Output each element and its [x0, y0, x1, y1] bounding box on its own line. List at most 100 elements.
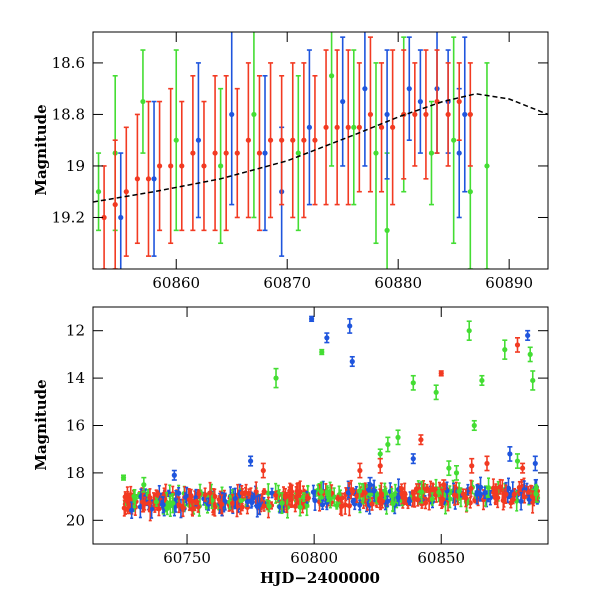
blue-baseline-point [482, 486, 488, 500]
red-point [445, 62, 451, 167]
red-baseline-point [261, 488, 267, 496]
red-point [345, 49, 351, 206]
red-baseline-point [261, 500, 267, 512]
blue-point [195, 62, 202, 219]
red-outlier-point [441, 479, 447, 491]
green-point [295, 74, 301, 232]
blue-outlier-point [349, 355, 355, 368]
blue-baseline-point [345, 487, 352, 499]
green-outlier-point [453, 464, 460, 481]
top-panel: 60860 60870 60880 60890 18.6 18.8 19 19.2 Magni… [32, 31, 549, 292]
green-point [351, 49, 357, 206]
blue-outlier-point [410, 453, 416, 465]
blue-outlier-point [347, 318, 353, 334]
red-point [412, 62, 418, 167]
red-point [356, 62, 362, 193]
blue-baseline-point [248, 491, 254, 509]
bottom-y-tick-label: 16 [66, 417, 85, 435]
red-baseline-point [349, 487, 356, 496]
green-point [484, 62, 490, 269]
green-outlier-point [433, 384, 439, 401]
red-baseline-point [293, 486, 299, 509]
red-baseline-point [193, 498, 200, 506]
blue-point [151, 100, 157, 257]
green-outlier-point [120, 474, 127, 481]
bottom-ticks: 60750 60800 60850 12 14 16 18 20 [66, 307, 548, 567]
blue-baseline-point [129, 501, 135, 520]
red-baseline-point [410, 489, 416, 497]
red-baseline-point [239, 488, 246, 499]
red-baseline-point [440, 490, 446, 508]
green-outlier-point [479, 374, 485, 387]
blue-point [417, 49, 423, 154]
red-point [168, 87, 174, 245]
green-outlier-point [527, 346, 533, 363]
red-baseline-point [460, 488, 466, 500]
green-baseline-point [436, 487, 442, 498]
green-outlier-point [530, 370, 536, 391]
blue-baseline-point [477, 476, 484, 498]
red-baseline-point [155, 490, 161, 498]
red-point [123, 126, 129, 257]
bottom-plot-area [120, 315, 541, 522]
bottom-y-tick-label: 14 [66, 369, 85, 387]
red-point [256, 74, 263, 232]
red-outlier-point [484, 455, 490, 472]
red-baseline-point [346, 495, 352, 517]
blue-outlier-point [324, 332, 330, 344]
green-baseline-point [325, 486, 331, 503]
green-outlier-point [141, 476, 147, 493]
red-baseline-point [196, 489, 202, 499]
red-point [301, 62, 307, 219]
red-point [245, 62, 251, 219]
green-outlier-point [273, 367, 279, 389]
green-point [95, 152, 102, 232]
red-baseline-point [415, 492, 421, 507]
bottom-x-tick-label: 60850 [417, 549, 465, 567]
green-baseline-point [533, 485, 539, 503]
green-point [173, 49, 179, 232]
blue-outlier-point [507, 446, 513, 462]
bottom-x-tick-label: 60800 [290, 549, 338, 567]
red-point [112, 139, 118, 269]
blue-baseline-point [319, 499, 326, 511]
red-point [179, 100, 185, 232]
blue-baseline-point [232, 487, 238, 510]
green-baseline-point [390, 495, 396, 513]
green-baseline-point [279, 492, 285, 515]
red-point [423, 49, 429, 180]
top-x-tick-label: 60890 [485, 274, 533, 292]
top-x-tick-label: 60870 [263, 274, 311, 292]
red-baseline-point [304, 493, 311, 502]
blue-point [384, 49, 390, 180]
top-ticks: 60860 60870 60880 60890 18.6 18.8 19 19.2 [52, 32, 548, 292]
red-outlier-point [519, 462, 526, 474]
red-outlier-point [357, 462, 363, 479]
bottom-y-tick-label: 12 [66, 322, 85, 340]
green-baseline-point [167, 497, 173, 509]
green-point [140, 49, 146, 154]
red-point [101, 165, 107, 269]
red-baseline-point [339, 496, 345, 517]
green-point [251, 32, 257, 219]
green-outlier-point [319, 348, 325, 356]
red-baseline-point [399, 483, 405, 495]
red-baseline-point [529, 490, 536, 504]
red-baseline-point [156, 501, 162, 517]
red-baseline-point [501, 488, 507, 508]
red-baseline-point [207, 481, 213, 505]
bottom-x-axis-label: HJD−2400000 [260, 569, 380, 587]
red-point [234, 87, 240, 219]
blue-point [118, 152, 124, 269]
blue-outlier-point [367, 476, 373, 493]
model-curve [93, 93, 548, 203]
bottom-y-axis-label: Magnitude [32, 379, 50, 470]
blue-baseline-point [406, 497, 413, 506]
blue-point [340, 36, 346, 167]
blue-baseline-point [160, 496, 166, 514]
red-baseline-point [219, 494, 225, 515]
green-point [218, 87, 224, 245]
red-point [456, 62, 462, 141]
red-baseline-point [176, 496, 182, 514]
